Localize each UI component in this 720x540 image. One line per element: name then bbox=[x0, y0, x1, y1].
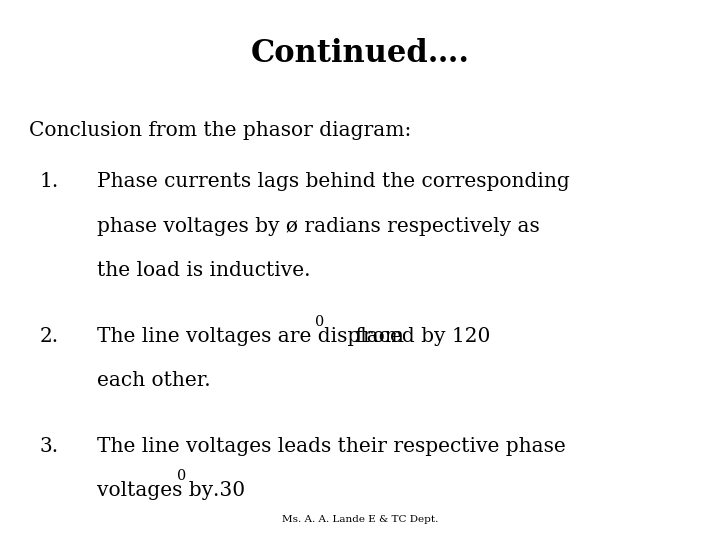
Text: voltages by 30: voltages by 30 bbox=[97, 481, 246, 500]
Text: Phase currents lags behind the corresponding: Phase currents lags behind the correspon… bbox=[97, 172, 570, 191]
Text: the load is inductive.: the load is inductive. bbox=[97, 261, 311, 280]
Text: each other.: each other. bbox=[97, 371, 211, 390]
Text: from: from bbox=[349, 327, 404, 346]
Text: 3.: 3. bbox=[40, 437, 59, 456]
Text: Continued….: Continued…. bbox=[251, 38, 469, 69]
Text: Conclusion from the phasor diagram:: Conclusion from the phasor diagram: bbox=[29, 122, 411, 140]
Text: phase voltages by ø radians respectively as: phase voltages by ø radians respectively… bbox=[97, 217, 540, 235]
Text: The line voltages leads their respective phase: The line voltages leads their respective… bbox=[97, 437, 566, 456]
Text: The line voltages are displaced by 120: The line voltages are displaced by 120 bbox=[97, 327, 490, 346]
Text: 2.: 2. bbox=[40, 327, 59, 346]
Text: 1.: 1. bbox=[40, 172, 59, 191]
Text: Ms. A. A. Lande E & TC Dept.: Ms. A. A. Lande E & TC Dept. bbox=[282, 515, 438, 524]
Text: .: . bbox=[212, 481, 218, 500]
Text: 0: 0 bbox=[177, 469, 186, 483]
Text: 0: 0 bbox=[315, 315, 324, 329]
